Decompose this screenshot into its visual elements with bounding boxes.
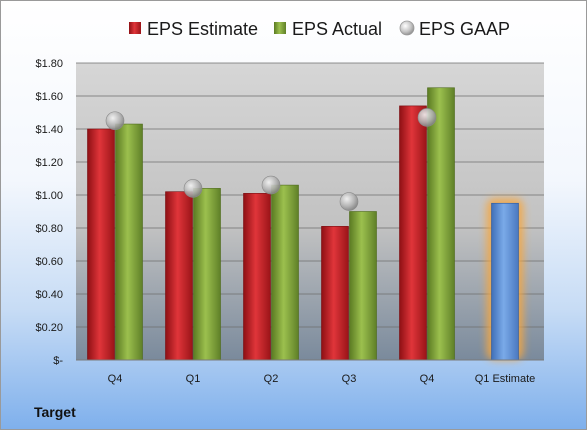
legend-swatch-actual	[274, 22, 286, 34]
bar-eps-actual	[271, 184, 299, 361]
y-axis: $- $0.20 $0.40 $0.60 $0.80 $1.00 $1.20 $1.40 $1.…	[35, 58, 63, 367]
y-tick-label: $0.40	[35, 289, 63, 301]
y-tick-label: $1.80	[35, 58, 63, 70]
y-tick-label: $1.20	[35, 157, 63, 169]
gaap-point	[417, 108, 437, 127]
company-name: Target	[34, 404, 76, 420]
y-tick-label: $1.40	[35, 124, 63, 136]
x-tick-label: Q3	[342, 373, 357, 385]
y-tick-label: $0.20	[35, 322, 63, 334]
legend-label-actual: EPS Actual	[292, 19, 382, 39]
y-tick-label: $0.80	[35, 223, 63, 235]
y-tick-label: $1.60	[35, 91, 63, 103]
y-tick-label: $-	[53, 355, 63, 367]
legend-swatch-gaap	[399, 20, 415, 36]
y-tick-label: $1.00	[35, 190, 63, 202]
x-tick-label: Q1 Estimate	[475, 373, 536, 385]
bar-eps-actual	[115, 123, 143, 361]
bar-eps-estimate	[87, 128, 115, 361]
gaap-points	[105, 108, 437, 211]
gaap-point	[183, 179, 203, 198]
bar-eps-estimate	[243, 193, 271, 361]
gaap-point	[339, 192, 359, 211]
bar-eps-actual	[193, 188, 221, 361]
x-tick-label: Q4	[108, 373, 123, 385]
bar-eps-estimate	[321, 226, 349, 361]
x-axis: Q4 Q1 Q2 Q3 Q4 Q1 Estimate	[108, 373, 536, 385]
legend-label-gaap: EPS GAAP	[419, 19, 510, 39]
x-tick-label: Q1	[186, 373, 201, 385]
legend-swatch-estimate	[129, 22, 141, 34]
bar-next-estimate	[491, 202, 519, 361]
y-tick-label: $0.60	[35, 256, 63, 268]
bar-eps-estimate	[165, 191, 193, 361]
bar-eps-actual	[349, 211, 377, 361]
gaap-point	[261, 175, 281, 195]
plot-area	[76, 63, 544, 360]
legend-label-estimate: EPS Estimate	[147, 19, 258, 39]
bar-eps-actual	[427, 87, 455, 361]
bars	[87, 87, 524, 361]
x-tick-label: Q4	[420, 373, 435, 385]
bar-eps-estimate	[399, 105, 427, 361]
gridlines	[76, 62, 544, 328]
legend: EPS Estimate EPS Actual EPS GAAP	[129, 19, 510, 39]
gaap-point	[105, 111, 125, 131]
x-tick-label: Q2	[264, 373, 279, 385]
